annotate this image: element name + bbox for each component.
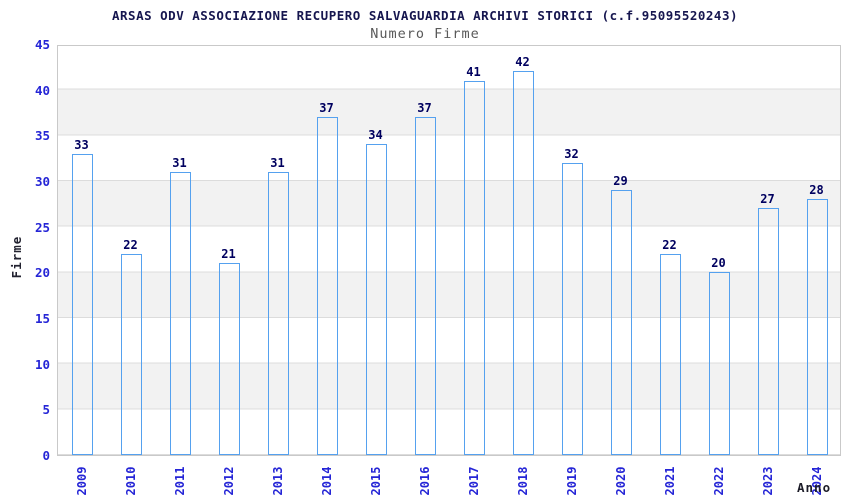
y-tick-label: 5 [42, 402, 50, 418]
x-tick-label: 2020 [613, 466, 628, 496]
x-axis-title: Anno [797, 480, 832, 495]
x-tick-label: 2012 [221, 466, 236, 496]
y-tick-label: 35 [34, 128, 50, 144]
x-tick-label: 2013 [270, 466, 285, 496]
bar [415, 117, 436, 455]
bar [366, 144, 387, 455]
bar [219, 263, 240, 455]
bar-value-label: 21 [221, 247, 236, 262]
x-tick-label: 2023 [760, 466, 775, 496]
x-tick-label: 2015 [368, 466, 383, 496]
bar [513, 71, 534, 455]
bar-value-label: 31 [172, 155, 187, 170]
bar-value-label: 42 [515, 55, 530, 70]
bar [170, 171, 191, 455]
y-tick-label: 15 [34, 311, 50, 326]
bar-value-label: 37 [417, 101, 432, 116]
bar-value-label: 20 [711, 256, 726, 271]
bar [758, 208, 779, 455]
y-tick-label: 20 [34, 265, 50, 281]
x-tick-label: 2014 [319, 466, 334, 496]
x-tick-label: 2018 [515, 466, 530, 496]
bar-value-label: 41 [466, 64, 481, 79]
bar [807, 199, 828, 455]
y-tick-label: 25 [34, 219, 50, 235]
bar-value-label: 22 [662, 238, 677, 253]
x-tick-label: 2019 [564, 466, 579, 496]
x-tick-label: 2017 [466, 466, 481, 496]
bar-value-label: 22 [123, 238, 138, 253]
bar [464, 80, 485, 455]
y-tick-label: 45 [34, 37, 50, 52]
bar [660, 254, 681, 455]
bar-value-label: 27 [760, 192, 775, 207]
x-tick-label: 2011 [172, 466, 187, 496]
y-tick-label: 30 [34, 174, 50, 189]
y-tick-label: 40 [34, 82, 50, 98]
y-tick-label: 0 [42, 448, 50, 463]
x-tick-label: 2016 [417, 466, 432, 496]
bar-value-label: 28 [809, 183, 824, 198]
bar [317, 117, 338, 455]
bar-value-label: 34 [368, 128, 383, 143]
bar [268, 171, 289, 455]
x-tick-label: 2021 [662, 466, 677, 496]
x-tick-label: 2022 [711, 466, 726, 496]
y-tick-label: 10 [34, 356, 50, 372]
bar [72, 153, 93, 455]
bar-value-label: 32 [564, 146, 579, 161]
bar [709, 272, 730, 455]
bar-value-label: 29 [613, 174, 628, 189]
chart-subtitle: Numero Firme [370, 26, 480, 42]
bar [562, 162, 583, 455]
bar-value-label: 31 [270, 155, 285, 170]
chart-title: ARSAS ODV ASSOCIAZIONE RECUPERO SALVAGUA… [112, 8, 738, 23]
bar-value-label: 37 [319, 101, 334, 116]
x-tick-label: 2010 [123, 466, 138, 496]
x-tick-label: 2009 [74, 466, 89, 496]
bar-value-label: 33 [74, 137, 89, 152]
bar [611, 190, 632, 455]
plot-area [57, 45, 841, 456]
bar [121, 254, 142, 455]
